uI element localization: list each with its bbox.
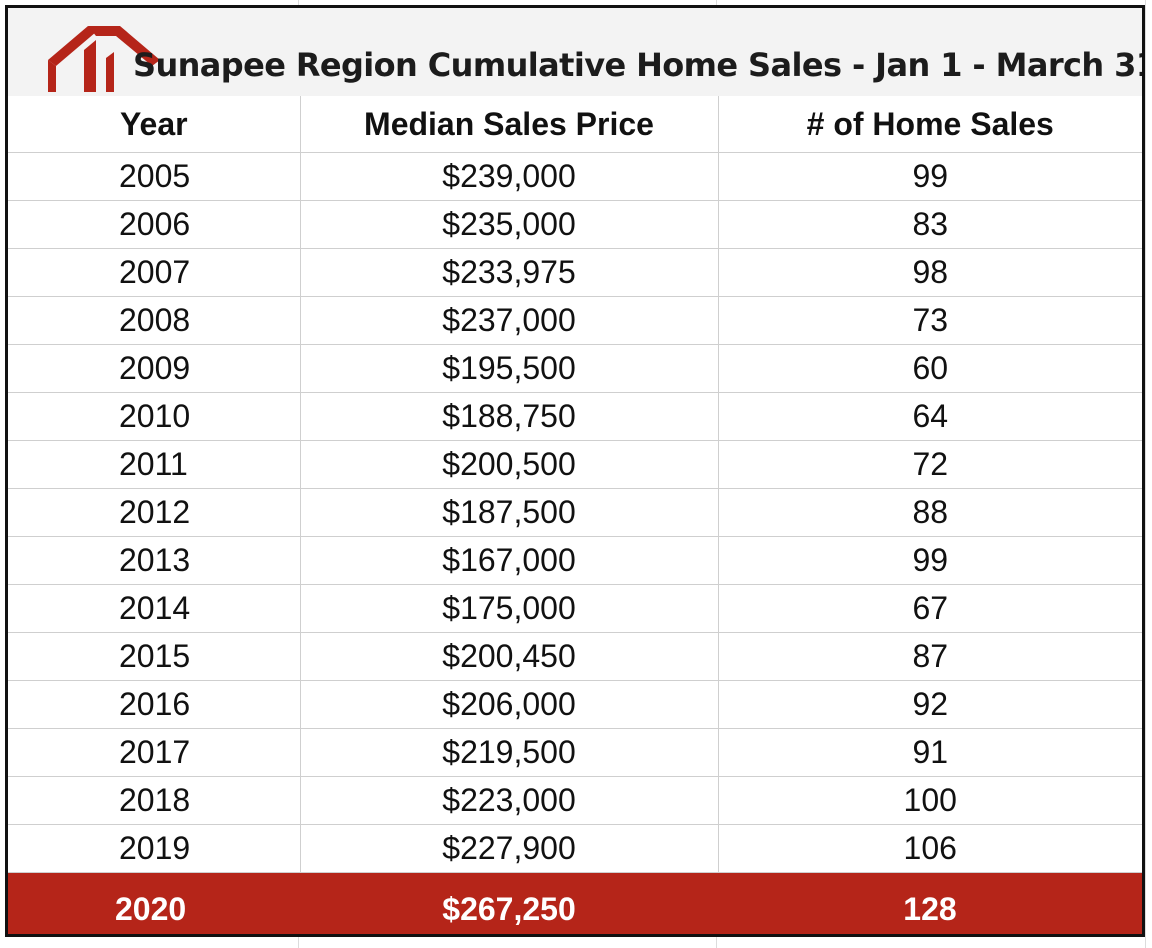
table-row: 2012 $187,500 88 bbox=[8, 488, 1142, 537]
price-cell[interactable]: $239,000 bbox=[300, 152, 719, 201]
year-cell[interactable]: 2010 bbox=[8, 392, 301, 441]
year-cell[interactable]: 2014 bbox=[8, 584, 301, 633]
sales-cell[interactable]: 64 bbox=[718, 392, 1142, 441]
column-header-home-sales[interactable]: # of Home Sales bbox=[718, 96, 1142, 153]
year-cell[interactable]: 2012 bbox=[8, 488, 301, 537]
column-header-median-price[interactable]: Median Sales Price bbox=[300, 96, 719, 153]
year-cell[interactable]: 2005 bbox=[8, 152, 301, 201]
sales-cell[interactable]: 106 bbox=[718, 824, 1142, 873]
year-cell[interactable]: 2008 bbox=[8, 296, 301, 345]
title-bar: Sunapee Region Cumulative Home Sales - J… bbox=[8, 8, 1142, 96]
sales-cell[interactable]: 87 bbox=[718, 632, 1142, 681]
price-cell[interactable]: $206,000 bbox=[300, 680, 719, 729]
price-cell[interactable]: $235,000 bbox=[300, 200, 719, 249]
table-row: 2007 $233,975 98 bbox=[8, 248, 1142, 297]
sales-cell[interactable]: 100 bbox=[718, 776, 1142, 825]
table-row: 2018 $223,000 100 bbox=[8, 776, 1142, 825]
price-cell[interactable]: $188,750 bbox=[300, 392, 719, 441]
price-cell[interactable]: $267,250 bbox=[300, 872, 718, 934]
price-cell[interactable]: $200,500 bbox=[300, 440, 719, 489]
price-cell[interactable]: $187,500 bbox=[300, 488, 719, 537]
year-cell[interactable]: 2011 bbox=[8, 440, 301, 489]
home-sales-table: Year Median Sales Price # of Home Sales … bbox=[8, 96, 1142, 934]
year-cell[interactable]: 2016 bbox=[8, 680, 301, 729]
sales-cell[interactable]: 128 bbox=[718, 872, 1142, 934]
price-cell[interactable]: $200,450 bbox=[300, 632, 719, 681]
sheet-gridline bbox=[1145, 0, 1146, 948]
year-cell[interactable]: 2013 bbox=[8, 536, 301, 585]
sales-table-frame: Sunapee Region Cumulative Home Sales - J… bbox=[5, 5, 1145, 937]
house-roof-logo-icon bbox=[48, 26, 160, 92]
table-row: 2011 $200,500 72 bbox=[8, 440, 1142, 489]
sales-cell[interactable]: 73 bbox=[718, 296, 1142, 345]
price-cell[interactable]: $233,975 bbox=[300, 248, 719, 297]
year-cell[interactable]: 2007 bbox=[8, 248, 301, 297]
year-cell[interactable]: 2018 bbox=[8, 776, 301, 825]
sales-cell[interactable]: 92 bbox=[718, 680, 1142, 729]
highlight-row-current-year: 2020 $267,250 128 bbox=[8, 872, 1142, 934]
sales-cell[interactable]: 60 bbox=[718, 344, 1142, 393]
sales-cell[interactable]: 98 bbox=[718, 248, 1142, 297]
price-cell[interactable]: $195,500 bbox=[300, 344, 719, 393]
table-title: Sunapee Region Cumulative Home Sales - J… bbox=[133, 46, 1145, 84]
price-cell[interactable]: $167,000 bbox=[300, 536, 719, 585]
year-cell[interactable]: 2020 bbox=[8, 872, 300, 934]
table-row: 2013 $167,000 99 bbox=[8, 536, 1142, 585]
table-row: 2006 $235,000 83 bbox=[8, 200, 1142, 249]
price-cell[interactable]: $223,000 bbox=[300, 776, 719, 825]
table-row: 2017 $219,500 91 bbox=[8, 728, 1142, 777]
sales-cell[interactable]: 88 bbox=[718, 488, 1142, 537]
sales-cell[interactable]: 83 bbox=[718, 200, 1142, 249]
price-cell[interactable]: $227,900 bbox=[300, 824, 719, 873]
price-cell[interactable]: $175,000 bbox=[300, 584, 719, 633]
price-cell[interactable]: $237,000 bbox=[300, 296, 719, 345]
year-cell[interactable]: 2015 bbox=[8, 632, 301, 681]
table-row: 2016 $206,000 92 bbox=[8, 680, 1142, 729]
year-cell[interactable]: 2009 bbox=[8, 344, 301, 393]
table-row: 2019 $227,900 106 bbox=[8, 824, 1142, 873]
table-row: 2014 $175,000 67 bbox=[8, 584, 1142, 633]
sales-cell[interactable]: 67 bbox=[718, 584, 1142, 633]
column-header-year[interactable]: Year bbox=[8, 96, 301, 153]
price-cell[interactable]: $219,500 bbox=[300, 728, 719, 777]
year-cell[interactable]: 2006 bbox=[8, 200, 301, 249]
table-row: 2015 $200,450 87 bbox=[8, 632, 1142, 681]
year-cell[interactable]: 2019 bbox=[8, 824, 301, 873]
header-row: Year Median Sales Price # of Home Sales bbox=[8, 96, 1142, 153]
sales-cell[interactable]: 91 bbox=[718, 728, 1142, 777]
table-row: 2005 $239,000 99 bbox=[8, 152, 1142, 201]
table-row: 2009 $195,500 60 bbox=[8, 344, 1142, 393]
sales-cell[interactable]: 99 bbox=[718, 152, 1142, 201]
table-row: 2008 $237,000 73 bbox=[8, 296, 1142, 345]
year-cell[interactable]: 2017 bbox=[8, 728, 301, 777]
table-row: 2010 $188,750 64 bbox=[8, 392, 1142, 441]
sales-cell[interactable]: 99 bbox=[718, 536, 1142, 585]
sales-cell[interactable]: 72 bbox=[718, 440, 1142, 489]
